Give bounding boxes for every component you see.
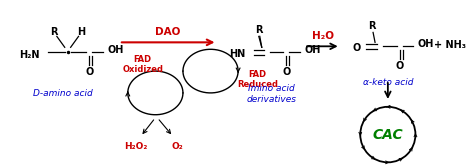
Text: α-keto acid: α-keto acid	[363, 77, 413, 87]
Text: O: O	[352, 43, 360, 53]
Text: H₂O₂: H₂O₂	[124, 142, 147, 151]
Text: R: R	[50, 27, 58, 37]
Text: R: R	[255, 25, 263, 35]
Text: D-amino acid: D-amino acid	[33, 89, 92, 98]
Text: CAC: CAC	[373, 128, 403, 142]
Text: OH: OH	[418, 39, 434, 49]
Text: FAD
Reduced: FAD Reduced	[237, 70, 278, 89]
Text: H: H	[77, 27, 85, 37]
Text: O: O	[85, 67, 93, 77]
Text: HN: HN	[229, 49, 245, 59]
Text: OH: OH	[107, 45, 123, 55]
Text: Imino acid
derivatives: Imino acid derivatives	[246, 84, 297, 104]
Text: O: O	[282, 67, 291, 77]
Text: R: R	[368, 22, 376, 31]
Text: FAD
Oxidized: FAD Oxidized	[122, 55, 163, 74]
Text: OH: OH	[304, 45, 320, 55]
Text: H₂N: H₂N	[19, 50, 40, 60]
Text: O: O	[396, 61, 404, 71]
Text: DAO: DAO	[155, 27, 181, 37]
Text: H₂O: H₂O	[312, 31, 334, 41]
Text: + NH₃: + NH₃	[434, 40, 466, 50]
Text: O₂: O₂	[171, 142, 183, 151]
